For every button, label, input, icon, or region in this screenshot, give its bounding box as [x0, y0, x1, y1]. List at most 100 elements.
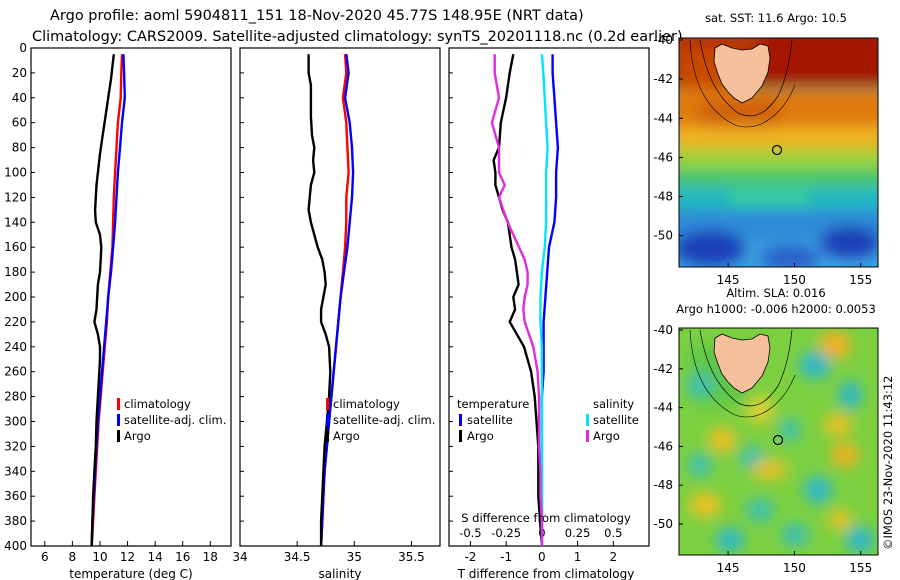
sst-map-frame	[678, 37, 879, 268]
argo-float-marker	[771, 144, 783, 156]
lon-tick-label: 145	[717, 561, 740, 575]
sst-map	[679, 38, 878, 267]
credit-text: ©IMOS 23-Nov-2020 11:43:12	[881, 376, 895, 550]
lon-tick-label: 145	[717, 273, 740, 287]
tdiff-xlabel: T difference from climatology	[457, 567, 635, 580]
x-tick-label: 35.5	[398, 550, 425, 564]
x-tick-label: 16	[175, 550, 190, 564]
x-tick-label: 0	[538, 550, 546, 564]
sla-map	[679, 328, 878, 555]
y-tick-label: 100	[4, 166, 27, 180]
y-tick-label: 400	[4, 539, 27, 553]
x-tick-label: 6	[41, 550, 49, 564]
sdiff-xlabel: S difference from climatology	[461, 511, 631, 525]
y-tick-label: 380	[4, 514, 27, 528]
x-tick-label: 12	[120, 550, 135, 564]
legend-satellite-swatch	[117, 414, 120, 426]
x-tick-label: 14	[147, 550, 162, 564]
y-tick-label: 60	[12, 116, 27, 130]
salinity-xlabel: salinity	[318, 567, 361, 580]
y-tick-label: 80	[12, 141, 27, 155]
x-tick-label: -2	[464, 550, 476, 564]
depth-axis: 0 20 40 60 80 100 120 140 160 180 200 220 240 260 280 3…	[4, 41, 453, 553]
legend-t-satellite: satellite	[467, 413, 513, 427]
argo-float-marker	[772, 434, 784, 446]
header-line1: Argo profile: aoml 5904811_151 18-Nov-20…	[50, 8, 584, 24]
y-tick-label: 40	[12, 91, 27, 105]
series-argo	[307, 54, 332, 546]
x-tick-label: 18	[203, 550, 218, 564]
x-tick-label: 35	[347, 550, 362, 564]
salinity-plot: 34 34.5 35 35.5	[232, 54, 425, 564]
sst-map-title: sat. SST: 11.6 Argo: 10.5	[705, 11, 847, 25]
map-axes: -40 -42 -44 -46 -48 -50 145 150 155 -40 -42 -44 -46 -…	[653, 33, 872, 575]
legend-t-argo: Argo	[467, 429, 494, 443]
y-tick-label: 140	[4, 215, 27, 229]
sla-map-frame	[678, 327, 879, 556]
top-tick-label: 0.25	[565, 526, 591, 540]
series-t-argo	[492, 53, 544, 547]
y-tick-label: 340	[4, 464, 27, 478]
difference-panel-frame	[448, 47, 650, 547]
top-tick-label: 0.5	[604, 526, 622, 540]
y-tick-label: 320	[4, 439, 27, 453]
y-tick-label: 360	[4, 489, 27, 503]
legend-salinity-title: salinity	[593, 397, 634, 411]
y-tick-label: 20	[12, 66, 27, 80]
lat-tick-label: -48	[653, 478, 673, 492]
legend-t-argo-swatch	[459, 430, 462, 442]
lon-tick-label: 150	[783, 561, 806, 575]
legend-s-argo: Argo	[593, 429, 620, 443]
y-tick-label: 180	[4, 265, 27, 279]
legend-s-argo-swatch	[586, 430, 589, 442]
lat-tick-label: -50	[653, 229, 673, 243]
y-tick-label: 260	[4, 365, 27, 379]
legend-climatology-swatch	[117, 398, 120, 410]
series-argo	[90, 54, 115, 547]
lat-tick-label: -42	[653, 72, 673, 86]
temperature-xlabel: temperature (deg C)	[69, 567, 192, 580]
legend-argo: Argo	[333, 429, 360, 443]
lon-tick-label: 150	[783, 273, 806, 287]
difference-plot: -2 -1 0 1 2-0.5 -0.25 0 0.25 0.5	[459, 53, 622, 564]
legend-temperature-title: temperature	[457, 397, 529, 411]
lat-tick-label: -44	[653, 401, 673, 415]
lat-tick-label: -48	[653, 190, 673, 204]
lat-tick-label: -46	[653, 150, 673, 164]
y-tick-label: 280	[4, 390, 27, 404]
tasmania-landmass	[713, 333, 771, 394]
y-tick-label: 220	[4, 315, 27, 329]
lon-tick-label: 155	[849, 273, 872, 287]
series-s-argo	[490, 54, 544, 546]
salinity-legend: climatology satellite-adj. clim. Argo	[326, 397, 435, 443]
series-s-satellite	[539, 54, 549, 546]
y-tick-label: 120	[4, 190, 27, 204]
legend-climatology: climatology	[124, 397, 191, 411]
x-tick-label: 10	[92, 550, 107, 564]
lat-tick-label: -40	[653, 33, 673, 47]
x-tick-label: 8	[69, 550, 77, 564]
x-tick-label: -1	[500, 550, 512, 564]
difference-legend: temperature satellite Argo salinity sate…	[457, 397, 639, 443]
lat-tick-label: -50	[653, 517, 673, 531]
y-tick-label: 240	[4, 340, 27, 354]
legend-argo-swatch	[326, 430, 329, 442]
x-tick-label: 34	[232, 550, 247, 564]
sla-map-title-1: Altim. SLA: 0.016	[726, 286, 825, 300]
lat-tick-label: -40	[653, 323, 673, 337]
series-t-satellite	[540, 54, 560, 546]
lat-tick-label: -42	[653, 362, 673, 376]
sla-map-title-2: Argo h1000: -0.006 h2000: 0.0053	[676, 302, 876, 316]
legend-satellite: satellite-adj. clim.	[333, 413, 435, 427]
series-satellite-adj-clim-	[319, 54, 355, 547]
legend-s-satellite: satellite	[593, 413, 639, 427]
tasmania-landmass	[713, 43, 771, 104]
header-line2: Climatology: CARS2009. Satellite-adjuste…	[32, 29, 683, 45]
legend-climatology: climatology	[333, 397, 400, 411]
temperature-plot: 6 8 10 12 14 16 18	[41, 54, 218, 564]
legend-s-satellite-swatch	[586, 414, 589, 426]
top-tick-label: -0.25	[491, 526, 521, 540]
lon-tick-label: 155	[849, 561, 872, 575]
legend-satellite: satellite-adj. clim.	[124, 413, 226, 427]
y-tick-label: 160	[4, 240, 27, 254]
